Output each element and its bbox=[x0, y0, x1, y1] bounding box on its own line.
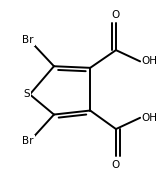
Text: O: O bbox=[112, 160, 120, 170]
Text: OH: OH bbox=[142, 56, 158, 66]
Text: Br: Br bbox=[22, 36, 34, 45]
Text: S: S bbox=[23, 89, 30, 99]
Text: Br: Br bbox=[22, 136, 34, 146]
Text: O: O bbox=[112, 10, 120, 20]
Text: OH: OH bbox=[142, 113, 158, 123]
